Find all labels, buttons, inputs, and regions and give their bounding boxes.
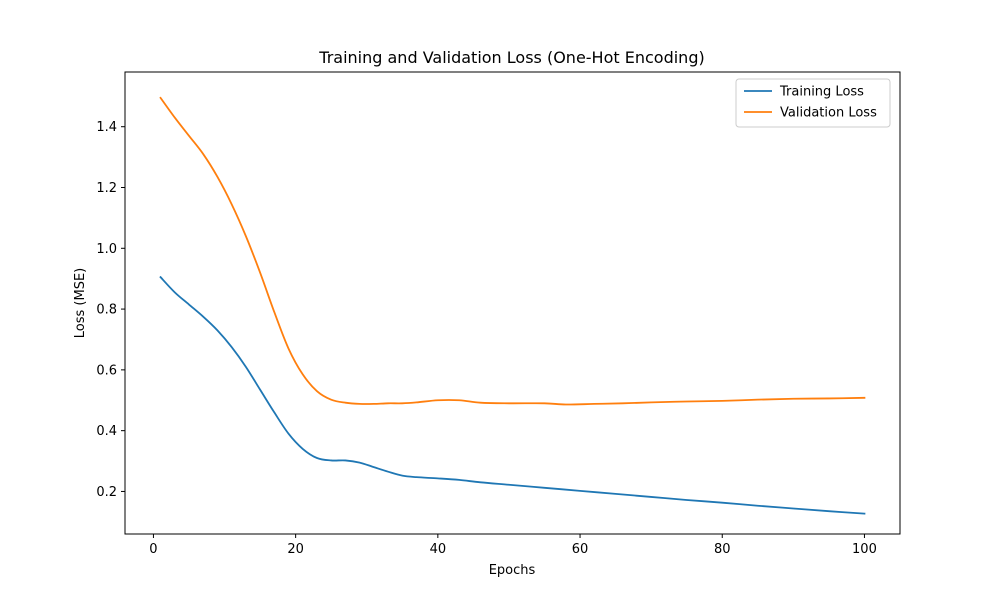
y-tick-label: 0.4 [96, 424, 117, 439]
x-tick-label: 40 [430, 542, 447, 557]
y-tick-label: 1.2 [96, 181, 117, 196]
x-tick-label: 80 [714, 542, 731, 557]
legend-box [735, 78, 891, 128]
y-tick-label: 1.0 [96, 242, 117, 257]
x-tick-label: 20 [287, 542, 304, 557]
legend-label-training-loss: Training Loss [779, 85, 864, 100]
plot-frame [124, 71, 901, 535]
x-tick-label: 60 [572, 542, 589, 557]
y-axis-label: Loss (MSE) [73, 268, 88, 338]
axes-layer: 0 20 40 60 80 100 0.2 0.4 0.6 0.8 1.0 1.2 1.4 [96, 71, 901, 557]
legend-label-validation-loss: Validation Loss [780, 106, 877, 121]
legend: Training Loss Validation Loss [735, 78, 891, 128]
series-layer [159, 96, 866, 515]
chart-title: Training and Validation Loss (One-Hot En… [318, 48, 704, 67]
series-line-training-loss [159, 275, 866, 515]
y-tick-label: 0.8 [96, 303, 117, 318]
y-tick-label: 0.6 [96, 363, 117, 378]
y-tick-label: 1.4 [96, 120, 117, 135]
y-tick-label: 0.2 [96, 485, 117, 500]
x-tick-label: 100 [852, 542, 877, 557]
x-axis-label: Epochs [489, 563, 536, 578]
x-tick-label: 0 [149, 542, 157, 557]
series-line-validation-loss [159, 96, 866, 406]
